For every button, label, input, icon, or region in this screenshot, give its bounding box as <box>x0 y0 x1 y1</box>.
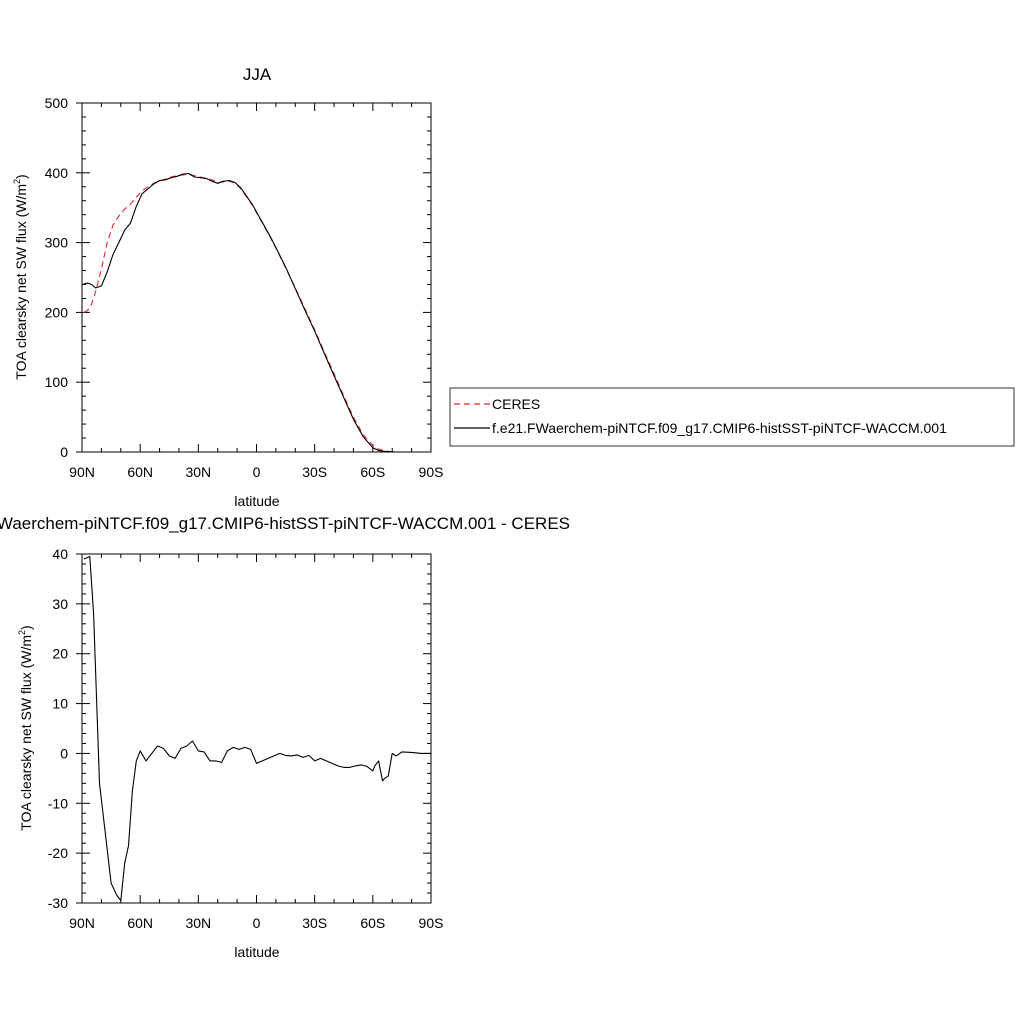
top-y-tick-label: 0 <box>60 444 68 460</box>
bottom-chart-x-tick-labels: 90N 60N 30N 0 30S 60S 90S <box>69 915 443 931</box>
bottom-y-tick-label: 30 <box>52 596 68 612</box>
bottom-chart-ticks <box>76 553 432 904</box>
bottom-chart-y-axis-label: TOA clearsky net SW flux (W/m2) <box>17 625 34 830</box>
top-series-line-1 <box>83 172 431 453</box>
bottom-x-tick-label: 90N <box>69 915 95 931</box>
bottom-chart-plot-frame <box>81 553 432 904</box>
legend-item-model: f.e21.FWaerchem-piNTCF.f09_g17.CMIP6-his… <box>454 420 947 436</box>
legend-label-model: f.e21.FWaerchem-piNTCF.f09_g17.CMIP6-his… <box>492 420 947 436</box>
top-x-tick-label: 60S <box>360 464 385 480</box>
bottom-y-tick-label: 10 <box>52 696 68 712</box>
top-x-tick-label: 90S <box>419 464 444 480</box>
top-y-tick-label: 100 <box>45 374 69 390</box>
top-chart-y-tick-labels: 0 100 200 300 400 500 <box>45 95 69 460</box>
top-x-tick-label: 0 <box>253 464 261 480</box>
bottom-chart-title: f.e21.FWaerchem-piNTCF.f09_g17.CMIP6-his… <box>0 514 570 533</box>
top-y-tick-label: 400 <box>45 165 69 181</box>
top-series-line-0 <box>83 173 431 453</box>
bottom-chart-panel: f.e21.FWaerchem-piNTCF.f09_g17.CMIP6-his… <box>0 514 570 960</box>
bottom-x-tick-label: 0 <box>253 915 261 931</box>
top-x-tick-label: 30S <box>302 464 327 480</box>
bottom-y-tick-label: 20 <box>52 646 68 662</box>
top-chart-plot-frame <box>81 102 432 453</box>
legend-label-ceres: CERES <box>492 396 540 412</box>
bottom-y-tick-label: 0 <box>60 745 68 761</box>
bottom-x-tick-label: 60N <box>127 915 153 931</box>
bottom-x-tick-label: 30N <box>185 915 211 931</box>
bottom-x-tick-label: 90S <box>419 915 444 931</box>
bottom-chart-series <box>83 555 431 902</box>
bottom-x-tick-label: 60S <box>360 915 385 931</box>
top-y-tick-label: 200 <box>45 304 69 320</box>
legend-item-ceres: CERES <box>454 396 540 412</box>
legend-box <box>449 387 1015 447</box>
top-chart-ticks <box>76 102 432 453</box>
bottom-y-tick-label: -10 <box>48 795 68 811</box>
bottom-y-tick-label: 40 <box>52 546 68 562</box>
top-y-tick-label: 500 <box>45 95 69 111</box>
bottom-x-tick-label: 30S <box>302 915 327 931</box>
legend: CERES f.e21.FWaerchem-piNTCF.f09_g17.CMI… <box>449 387 1015 447</box>
top-chart-x-axis-label: latitude <box>234 493 279 509</box>
bottom-y-tick-label: -30 <box>48 895 68 911</box>
top-x-tick-label: 60N <box>127 464 153 480</box>
top-chart-title: JJA <box>243 65 272 84</box>
top-x-tick-label: 30N <box>185 464 211 480</box>
top-x-tick-label: 90N <box>69 464 95 480</box>
top-chart-y-axis-label: TOA clearsky net SW flux (W/m2) <box>12 174 29 379</box>
top-chart-series <box>83 172 431 453</box>
top-y-tick-label: 300 <box>45 235 69 251</box>
bottom-chart-y-tick-labels: -30 -20 -10 0 10 20 30 40 <box>48 546 68 911</box>
bottom-chart-x-axis-label: latitude <box>234 944 279 960</box>
top-chart-x-tick-labels: 90N 60N 30N 0 30S 60S 90S <box>69 464 443 480</box>
top-chart-panel: JJA 90N 60N 30N 0 30S 60S 90S 0 100 200 300 400 500… <box>12 65 443 509</box>
bottom-series-line-0 <box>83 555 431 902</box>
bottom-y-tick-label: -20 <box>48 845 68 861</box>
